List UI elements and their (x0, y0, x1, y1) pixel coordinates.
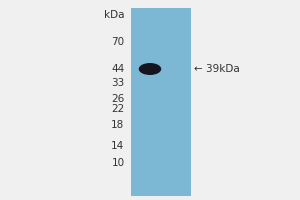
Bar (130, 8, 190, 196)
Text: 14: 14 (111, 141, 124, 151)
Text: kDa: kDa (104, 10, 124, 20)
Text: 18: 18 (111, 120, 124, 130)
Text: 70: 70 (111, 37, 124, 47)
Text: 22: 22 (111, 104, 124, 114)
Text: 44: 44 (111, 64, 124, 74)
Text: 33: 33 (111, 78, 124, 88)
Ellipse shape (139, 63, 161, 75)
Text: ← 39kDa: ← 39kDa (194, 64, 239, 74)
Text: 10: 10 (111, 158, 124, 168)
Text: Western Blot: Western Blot (133, 0, 218, 2)
Text: 26: 26 (111, 94, 124, 104)
